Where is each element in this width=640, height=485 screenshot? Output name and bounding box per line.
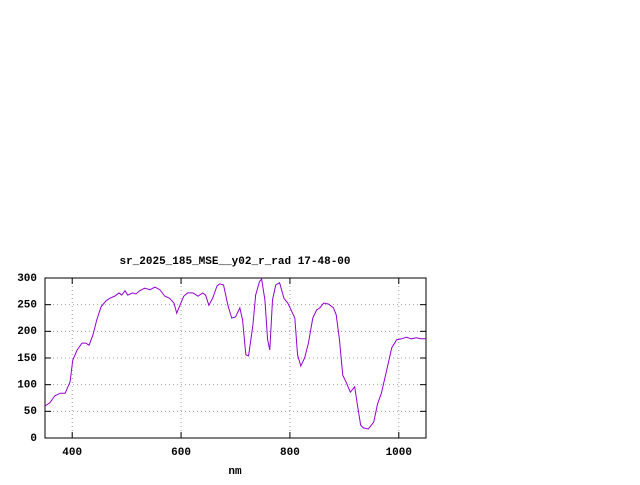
data-line [44,277,426,430]
y-tick-label: 150 [17,353,37,365]
y-tick-label: 300 [17,273,37,285]
x-tick-label: 800 [280,447,300,459]
y-tick-label: 200 [17,326,37,338]
chart-title: sr_2025_185_MSE__y02_r_rad 17-48-00 [119,256,350,268]
y-tick-label: 100 [17,380,37,392]
x-axis-label: nm [228,466,242,478]
y-tick-label: 250 [17,300,37,312]
plot-frame [44,277,427,439]
x-tick-label: 400 [62,447,82,459]
y-tick-label: 50 [24,406,37,418]
x-tick-label: 1000 [386,447,412,459]
x-tick-label: 600 [171,447,191,459]
y-tick-label: 0 [30,433,37,445]
